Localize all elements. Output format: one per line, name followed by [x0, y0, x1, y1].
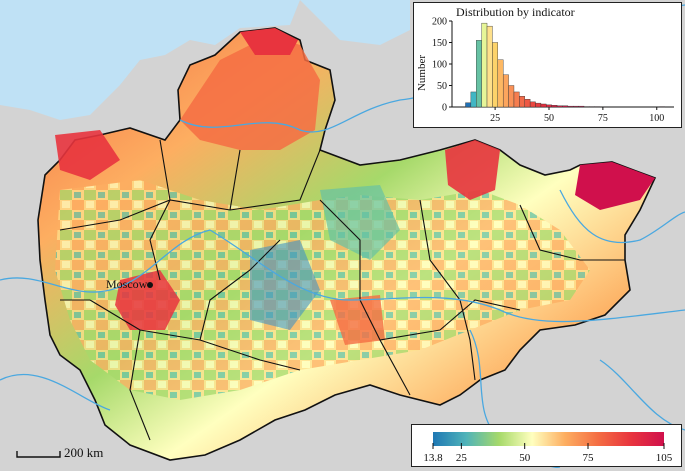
histogram-bar — [568, 106, 573, 107]
scale-bar-line — [17, 451, 60, 457]
histogram-x-tick-label: 25 — [490, 113, 500, 124]
histogram-bar — [471, 92, 476, 107]
histogram-inset: Distribution by indicator Number 0 50 100 1… — [413, 2, 682, 128]
histogram-bar — [546, 105, 551, 107]
histogram-title: Distribution by indicator — [456, 5, 575, 19]
histogram-x-tick-label: 50 — [544, 113, 554, 124]
histogram-axes: 0 50 100 150 200 25 50 75 100 — [432, 17, 674, 125]
histogram-bar — [476, 40, 481, 107]
scale-label: 200 km — [64, 445, 103, 460]
moscow-marker — [147, 282, 153, 288]
histogram-x-tick-label: 100 — [649, 113, 664, 124]
legend-tick-label: 75 — [583, 452, 595, 464]
histogram-bar — [514, 92, 519, 107]
histogram-bar — [557, 106, 562, 107]
legend-tick-label: 13.8 — [423, 452, 443, 464]
legend-tick-label: 25 — [456, 452, 468, 464]
histogram-bar — [503, 75, 508, 107]
histogram-bar — [498, 60, 503, 107]
histogram-bar — [465, 103, 470, 107]
histogram-ylabel: Number — [416, 55, 428, 91]
histogram-bar — [552, 105, 557, 107]
histogram-y-tick-label: 200 — [432, 17, 447, 28]
moscow-label: Moscow — [106, 277, 148, 291]
legend-tick-label: 50 — [519, 452, 531, 464]
histogram-bars — [465, 23, 664, 107]
histogram-chart: Distribution by indicator Number 0 50 100 1… — [414, 3, 681, 127]
histogram-bar — [536, 103, 541, 107]
color-legend: 13.8 25 50 75 105 — [411, 424, 682, 467]
histogram-bar — [509, 86, 514, 108]
histogram-bar — [573, 106, 578, 107]
scale-bar: 200 km — [16, 441, 166, 463]
legend-ticks: 13.8 25 50 75 105 — [423, 443, 672, 464]
histogram-y-tick-label: 0 — [442, 103, 447, 114]
histogram-bar — [541, 104, 546, 107]
legend-color-bar — [433, 432, 664, 446]
histogram-bar — [579, 106, 584, 107]
histogram-x-tick-label: 75 — [598, 113, 608, 124]
histogram-bar — [492, 43, 497, 108]
histogram-bar — [530, 102, 535, 107]
legend-scale: 13.8 25 50 75 105 — [412, 425, 681, 466]
histogram-bar — [482, 23, 487, 107]
histogram-bar — [562, 106, 567, 107]
histogram-y-tick-label: 150 — [432, 38, 447, 49]
legend-tick-label: 105 — [656, 452, 673, 464]
histogram-y-tick-label: 50 — [437, 81, 447, 92]
histogram-bar — [525, 99, 530, 107]
histogram-bar — [519, 96, 524, 107]
histogram-y-tick-label: 100 — [432, 60, 447, 71]
histogram-bar — [487, 26, 492, 107]
